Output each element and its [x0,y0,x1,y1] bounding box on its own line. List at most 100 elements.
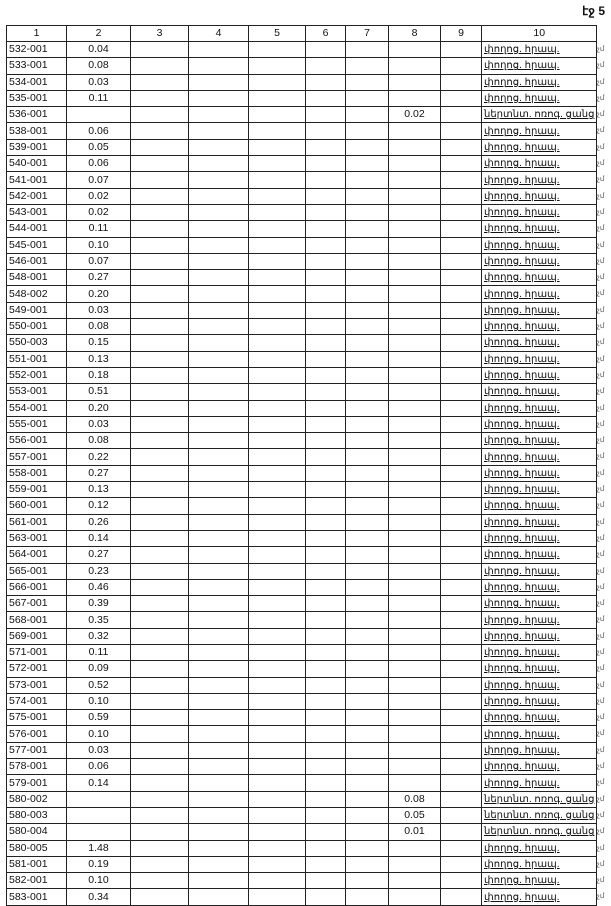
column-header-10: 10 [480,25,598,42]
table-row: 565-001 0.23 փողոց. հրապ. [6,562,598,580]
cell-col-1: 576-001 [6,725,67,743]
cell-col-7 [345,839,389,857]
cell-col-2: 0.22 [66,448,131,466]
cell-col-7 [345,790,389,808]
cell-col-5 [248,448,306,466]
cell-col-7 [345,203,389,222]
table-row: 575-001 0.59 փողոց. հրապ. [6,709,598,727]
cell-col-8 [388,89,441,108]
cell-col-1: 571-001 [6,643,67,662]
cell-col-7 [345,236,389,254]
cell-col-3 [130,595,189,613]
cell-col-9 [440,252,482,271]
cell-col-6 [305,285,346,303]
cell-col-6 [305,806,346,825]
margin-note: չմ [597,79,605,86]
table-row: 555-001 0.03 փողոց. հրապ. [6,415,598,434]
margin-note: չմ [597,828,605,835]
cell-col-8: 0.08 [388,790,441,808]
cell-col-6 [305,57,346,75]
cell-col-2: 0.27 [66,464,131,483]
cell-col-6 [305,383,346,401]
cell-col-5 [248,203,306,222]
cell-col-1: 580-005 [6,839,67,857]
cell-col-6 [305,155,346,173]
cell-col-10: փողոց. հրապ. [480,350,598,368]
cell-col-7 [345,888,389,906]
cell-col-8 [388,611,441,629]
cell-col-3 [130,220,189,238]
cell-col-9 [440,73,482,91]
cell-col-2: 0.02 [66,203,131,222]
cell-col-1: 554-001 [6,399,67,417]
cell-col-4 [188,741,249,760]
margin-note: չմ [597,388,605,395]
cell-col-8 [388,741,441,760]
cell-col-9 [440,888,482,906]
cell-col-5 [248,872,306,890]
table-row: 533-001 0.08 փողոց. հրապ. [6,57,598,75]
cell-col-1: 551-001 [6,350,67,368]
cell-col-2: 0.05 [66,138,131,157]
cell-col-8 [388,855,441,874]
cell-col-6 [305,366,346,385]
cell-col-4 [188,888,249,906]
cell-col-5 [248,790,306,808]
cell-col-8 [388,464,441,483]
cell-col-3 [130,578,189,597]
table-row: 567-001 0.39 փողոց. հրապ. [6,595,598,613]
table-row: 580-003 0.05 ներտնտ. ոռոգ. ցանց [6,806,598,825]
cell-col-3 [130,285,189,303]
cell-col-7 [345,432,389,450]
table-row: 548-002 0.20 փողոց. հրապ. [6,285,598,303]
cell-col-4 [188,285,249,303]
cell-col-4 [188,138,249,157]
cell-col-5 [248,595,306,613]
cell-col-10: փողոց. հրապ. [480,725,598,743]
cell-col-5 [248,269,306,287]
cell-col-4 [188,269,249,287]
cell-col-8 [388,269,441,287]
cell-col-8 [388,546,441,564]
cell-col-1: 559-001 [6,481,67,499]
cell-col-10: փողոց. հրապ. [480,627,598,645]
cell-col-6 [305,758,346,776]
cell-col-4 [188,643,249,662]
cell-col-1: 577-001 [6,741,67,760]
cell-col-4 [188,790,249,808]
cell-col-9 [440,529,482,548]
cell-col-4 [188,399,249,417]
cell-col-3 [130,562,189,580]
cell-col-3 [130,187,189,205]
cell-col-5 [248,709,306,727]
cell-col-6 [305,611,346,629]
cell-col-8 [388,334,441,352]
margin-note: չմ [597,698,605,705]
cell-col-6 [305,171,346,189]
cell-col-1: 578-001 [6,758,67,776]
cell-col-1: 583-001 [6,888,67,906]
cell-col-4 [188,203,249,222]
cell-col-7 [345,171,389,189]
cell-col-10: փողոց. հրապ. [480,709,598,727]
cell-col-1: 573-001 [6,676,67,694]
margin-note: չմ [597,274,605,281]
margin-note: չմ [597,225,605,232]
margin-note: չմ [597,616,605,623]
cell-col-7 [345,40,389,59]
margin-note: չմ [597,796,605,803]
cell-col-9 [440,57,482,75]
cell-col-3 [130,415,189,434]
cell-col-5 [248,366,306,385]
cell-col-6 [305,138,346,157]
cell-col-6 [305,318,346,336]
cell-col-9 [440,855,482,874]
margin-note: չմ [597,861,605,868]
cell-col-3 [130,546,189,564]
table-row: 580-002 0.08 ներտնտ. ոռոգ. ցանց [6,790,598,808]
cell-col-9 [440,448,482,466]
table-row: 579-001 0.14 փողոց. հրապ. [6,774,598,792]
table-row: 573-001 0.52 փողոց. հրապ. [6,676,598,694]
cell-col-1: 555-001 [6,415,67,434]
margin-note: չմ [597,62,605,69]
